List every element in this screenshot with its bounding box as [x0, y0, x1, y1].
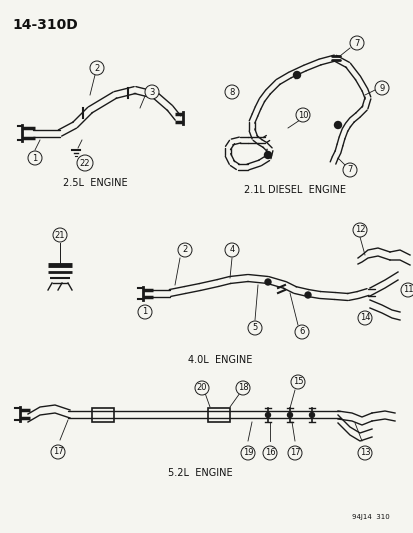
Circle shape	[90, 61, 104, 75]
Text: 8: 8	[229, 87, 234, 96]
Circle shape	[138, 305, 152, 319]
Circle shape	[262, 446, 276, 460]
Text: 6: 6	[299, 327, 304, 336]
Text: 19: 19	[242, 448, 253, 457]
Circle shape	[224, 243, 238, 257]
Bar	[92, 408, 114, 422]
Circle shape	[374, 81, 388, 95]
Circle shape	[293, 71, 300, 78]
Circle shape	[357, 446, 371, 460]
Circle shape	[77, 155, 93, 171]
Circle shape	[352, 223, 366, 237]
Circle shape	[195, 381, 209, 395]
Text: 5.2L  ENGINE: 5.2L ENGINE	[167, 468, 232, 478]
Circle shape	[178, 243, 192, 257]
Circle shape	[53, 228, 67, 242]
Circle shape	[287, 446, 301, 460]
Circle shape	[264, 151, 271, 158]
Circle shape	[235, 381, 249, 395]
Text: 4.0L  ENGINE: 4.0L ENGINE	[188, 355, 252, 365]
Text: 18: 18	[237, 384, 248, 392]
Text: 5: 5	[252, 324, 257, 333]
Circle shape	[264, 279, 271, 285]
Circle shape	[400, 283, 413, 297]
Text: 1: 1	[142, 308, 147, 317]
Text: 4: 4	[229, 246, 234, 254]
Text: 13: 13	[359, 448, 369, 457]
Circle shape	[309, 413, 314, 417]
Circle shape	[357, 311, 371, 325]
Text: 20: 20	[196, 384, 207, 392]
Text: 16: 16	[264, 448, 275, 457]
Bar	[207, 408, 230, 422]
Circle shape	[295, 108, 309, 122]
Circle shape	[265, 413, 270, 417]
Text: 7: 7	[347, 166, 352, 174]
Text: 1: 1	[32, 154, 38, 163]
Text: 2: 2	[182, 246, 187, 254]
Circle shape	[287, 413, 292, 417]
Text: 17: 17	[52, 448, 63, 456]
Circle shape	[294, 325, 308, 339]
Circle shape	[349, 36, 363, 50]
Circle shape	[28, 151, 42, 165]
Text: 10: 10	[297, 110, 308, 119]
Text: 11: 11	[402, 286, 412, 295]
Circle shape	[290, 375, 304, 389]
Circle shape	[51, 445, 65, 459]
Text: 94J14  310: 94J14 310	[351, 514, 389, 520]
Text: 14-310D: 14-310D	[12, 18, 78, 32]
Text: 22: 22	[80, 158, 90, 167]
Text: 17: 17	[289, 448, 299, 457]
Circle shape	[247, 321, 261, 335]
Text: 2: 2	[94, 63, 100, 72]
Text: 2.5L  ENGINE: 2.5L ENGINE	[62, 178, 127, 188]
Circle shape	[145, 85, 159, 99]
Text: 12: 12	[354, 225, 364, 235]
Text: 2.1L DIESEL  ENGINE: 2.1L DIESEL ENGINE	[243, 185, 345, 195]
Circle shape	[334, 122, 341, 128]
Circle shape	[342, 163, 356, 177]
Text: 14: 14	[359, 313, 369, 322]
Text: 7: 7	[354, 38, 359, 47]
Text: 21: 21	[55, 230, 65, 239]
Circle shape	[240, 446, 254, 460]
Text: 15: 15	[292, 377, 302, 386]
Circle shape	[304, 292, 310, 298]
Text: 3: 3	[149, 87, 154, 96]
Circle shape	[224, 85, 238, 99]
Text: 9: 9	[378, 84, 384, 93]
